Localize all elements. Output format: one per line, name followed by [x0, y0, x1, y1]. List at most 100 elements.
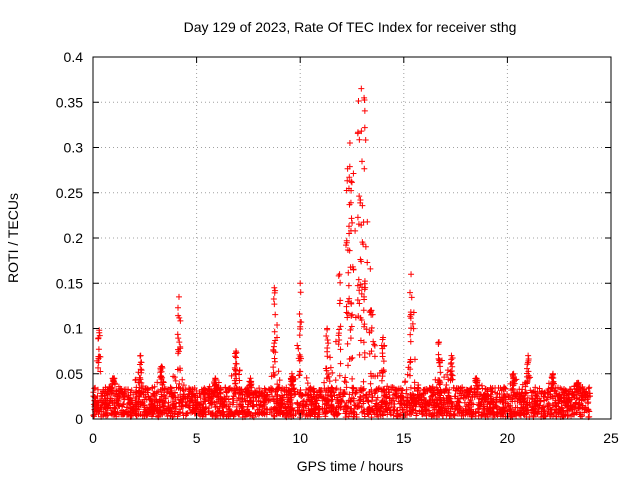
data-point [332, 377, 339, 384]
data-point [268, 387, 275, 394]
data-point [459, 384, 466, 391]
data-point [390, 391, 397, 398]
data-point [136, 384, 143, 391]
data-point [336, 372, 343, 379]
data-point [468, 400, 475, 407]
data-point [247, 412, 254, 419]
data-point [289, 378, 296, 385]
data-point [371, 341, 378, 348]
data-point [296, 371, 303, 378]
data-point [268, 373, 275, 380]
data-point [362, 137, 369, 144]
data-point [370, 338, 377, 345]
data-point [256, 406, 263, 413]
data-point [530, 407, 537, 414]
data-point [571, 410, 578, 417]
data-point [360, 408, 367, 415]
data-point [447, 368, 454, 375]
data-point [362, 243, 369, 250]
data-point [191, 384, 198, 391]
data-point [532, 410, 539, 417]
data-point [172, 377, 179, 384]
data-point [304, 380, 311, 387]
data-point [487, 399, 494, 406]
data-point [390, 404, 397, 411]
data-point [105, 405, 112, 412]
data-point [407, 358, 414, 365]
data-point [138, 367, 145, 374]
data-point [343, 303, 350, 310]
data-point [324, 336, 331, 343]
data-point [321, 385, 328, 392]
data-point [270, 343, 277, 350]
data-point [337, 386, 344, 393]
data-point [406, 359, 413, 366]
data-point [447, 377, 454, 384]
data-point [157, 408, 164, 415]
data-point [383, 406, 390, 413]
data-point [196, 402, 203, 409]
data-point [265, 396, 272, 403]
y-tick-label: 0.25 [56, 185, 83, 201]
data-point [176, 380, 183, 387]
data-point [450, 385, 457, 392]
data-point [410, 400, 417, 407]
data-point [273, 388, 280, 395]
data-point [228, 409, 235, 416]
data-point [569, 394, 576, 401]
data-point [309, 398, 316, 405]
data-point [126, 400, 133, 407]
data-point [336, 300, 343, 307]
data-point [141, 402, 148, 409]
data-point [207, 400, 214, 407]
data-point [545, 386, 552, 393]
data-point [303, 386, 310, 393]
data-point [323, 367, 330, 374]
data-point [260, 409, 267, 416]
data-point [252, 394, 259, 401]
data-point [358, 128, 365, 135]
data-point [171, 400, 178, 407]
data-point [173, 384, 180, 391]
data-point [133, 412, 140, 419]
data-point [313, 400, 320, 407]
data-point [208, 399, 214, 406]
data-point [428, 393, 435, 400]
data-point [419, 403, 426, 410]
data-point [149, 413, 156, 420]
data-point [572, 400, 579, 407]
data-point [169, 392, 176, 399]
data-point [267, 397, 274, 404]
data-point [94, 407, 101, 414]
data-point [318, 387, 325, 394]
data-point [348, 312, 355, 319]
data-point [322, 389, 329, 396]
data-point [379, 399, 386, 406]
data-point [271, 358, 278, 365]
data-point [159, 397, 166, 404]
data-point [437, 363, 444, 370]
data-point [263, 411, 270, 418]
data-point [322, 409, 329, 416]
data-point [384, 407, 391, 414]
data-point [467, 397, 474, 404]
data-point [539, 388, 546, 395]
x-axis: 0 5 10 15 20 25 [89, 57, 619, 446]
data-point [438, 405, 445, 412]
data-point [356, 193, 363, 200]
data-point [586, 393, 593, 400]
data-point [579, 402, 586, 409]
data-point [447, 398, 454, 405]
data-point [139, 398, 146, 405]
data-point [409, 405, 416, 412]
data-point [375, 386, 382, 393]
data-point [166, 390, 173, 397]
data-point [541, 397, 548, 404]
data-point [180, 382, 187, 389]
data-point [147, 396, 154, 403]
data-point [428, 401, 435, 408]
data-point [295, 345, 302, 352]
data-point [137, 352, 144, 359]
data-point [174, 366, 181, 373]
